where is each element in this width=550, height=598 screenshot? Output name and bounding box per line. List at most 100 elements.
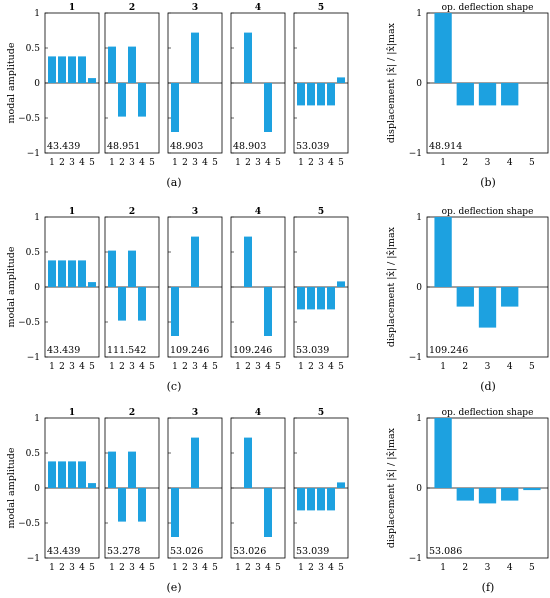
xtick-label-row1-mode3: 1 xyxy=(172,158,178,168)
ods-bar-row1-dof1 xyxy=(434,13,452,83)
bar-row2-mode1-dof3 xyxy=(68,260,76,287)
ytick-label-row1: 1 xyxy=(34,9,40,19)
xtick-label-row2-mode2: 4 xyxy=(139,362,145,372)
ods-bar-row2-dof2 xyxy=(456,287,474,307)
ods-xtick-label-row3: 2 xyxy=(462,563,468,573)
xtick-label-row3-mode2: 4 xyxy=(139,563,145,573)
ods-xtick-label-row1: 2 xyxy=(462,158,468,168)
xtick-label-row1-mode1: 4 xyxy=(79,158,85,168)
ods-xtick-label-row3: 5 xyxy=(529,563,535,573)
caption-row3: (e) xyxy=(166,581,181,594)
xtick-label-row3-mode2: 5 xyxy=(149,563,155,573)
bar-row1-mode5-dof3 xyxy=(317,83,325,106)
ods-ytick-label-row2: −1 xyxy=(409,353,422,363)
xtick-label-row3-mode1: 4 xyxy=(79,563,85,573)
ods-bar-row2-dof4 xyxy=(501,287,519,307)
xtick-label-row1-mode3: 4 xyxy=(202,158,208,168)
mode-title-row3-4: 4 xyxy=(255,408,261,418)
mode-title-row1-1: 1 xyxy=(69,3,75,13)
xtick-label-row3-mode2: 2 xyxy=(119,563,125,573)
xtick-label-row1-mode1: 2 xyxy=(59,158,65,168)
ods-ylabel-row3: displacement |x̂| / |x̂|max xyxy=(386,427,397,548)
ods-caption-row2: (d) xyxy=(480,380,496,393)
ods-xtick-label-row1: 4 xyxy=(507,158,513,168)
xtick-label-row2-mode4: 4 xyxy=(265,362,271,372)
xtick-label-row3-mode3: 2 xyxy=(182,563,188,573)
bar-row2-mode4-dof4 xyxy=(264,287,272,336)
xtick-label-row1-mode3: 2 xyxy=(182,158,188,168)
bar-row2-mode3-dof1 xyxy=(171,287,179,336)
mode-title-row2-4: 4 xyxy=(255,207,261,217)
ods-ylabel-row1: displacement |x̂| / |x̂|max xyxy=(386,22,397,143)
ylabel-row3: modal amplitude xyxy=(6,447,17,528)
bar-row1-mode5-dof4 xyxy=(327,83,335,106)
xtick-label-row1-mode5: 2 xyxy=(308,158,314,168)
xtick-label-row1-mode4: 4 xyxy=(265,158,271,168)
ods-bar-row2-dof3 xyxy=(478,287,497,328)
xtick-label-row2-mode5: 5 xyxy=(338,362,344,372)
ods-bar-row3-dof5 xyxy=(523,488,541,491)
ods-xtick-label-row1: 3 xyxy=(485,158,491,168)
bar-row1-mode3-dof1 xyxy=(171,83,179,132)
bar-row3-mode4-dof2 xyxy=(244,437,252,488)
bar-row2-mode2-dof4 xyxy=(138,287,146,321)
ods-bar-row1-dof3 xyxy=(478,83,497,106)
xtick-label-row1-mode3: 3 xyxy=(192,158,198,168)
bar-row2-mode5-dof5 xyxy=(337,281,345,287)
ods-frequency-label-row2: 109.246 xyxy=(429,345,468,356)
frequency-label-row2-mode2: 111.542 xyxy=(107,345,146,356)
bar-row3-mode1-dof1 xyxy=(48,461,56,488)
ods-frequency-label-row3: 53.086 xyxy=(429,546,462,557)
xtick-label-row2-mode4: 5 xyxy=(275,362,281,372)
xtick-label-row3-mode5: 5 xyxy=(338,563,344,573)
mode-title-row1-4: 4 xyxy=(255,3,261,13)
ods-ytick-label-row3: −1 xyxy=(409,554,422,564)
bar-row1-mode5-dof5 xyxy=(337,77,345,83)
bar-row3-mode5-dof4 xyxy=(327,488,335,511)
mode-title-row3-5: 5 xyxy=(318,408,324,418)
bar-row1-mode5-dof1 xyxy=(297,83,305,106)
ytick-label-row3: −0.5 xyxy=(18,519,40,529)
bar-row3-mode3-dof3 xyxy=(191,437,199,488)
bar-row2-mode5-dof1 xyxy=(297,287,305,310)
xtick-label-row3-mode3: 3 xyxy=(192,563,198,573)
ods-ytick-label-row1: 1 xyxy=(416,9,422,19)
ods-xtick-label-row2: 3 xyxy=(485,362,491,372)
xtick-label-row2-mode3: 4 xyxy=(202,362,208,372)
bar-row2-mode1-dof1 xyxy=(48,260,56,287)
bar-row2-mode2-dof2 xyxy=(118,287,126,321)
ytick-label-row2: 1 xyxy=(34,213,40,223)
frequency-label-row2-mode1: 43.439 xyxy=(47,345,80,356)
bar-row2-mode3-dof3 xyxy=(191,236,199,287)
bar-row1-mode1-dof1 xyxy=(48,56,56,83)
xtick-label-row1-mode4: 2 xyxy=(245,158,251,168)
bar-row1-mode1-dof5 xyxy=(88,78,96,83)
bar-row3-mode2-dof4 xyxy=(138,488,146,522)
xtick-label-row3-mode5: 2 xyxy=(308,563,314,573)
bar-row2-mode4-dof2 xyxy=(244,236,252,287)
mode-title-row3-2: 2 xyxy=(129,408,135,418)
bar-row1-mode1-dof2 xyxy=(58,56,66,83)
xtick-label-row1-mode1: 3 xyxy=(69,158,75,168)
frequency-label-row1-mode1: 43.439 xyxy=(47,141,80,152)
ytick-label-row3: −1 xyxy=(27,554,40,564)
bar-row3-mode4-dof4 xyxy=(264,488,272,537)
bar-row3-mode1-dof2 xyxy=(58,461,66,488)
ods-ytick-label-row3: 1 xyxy=(416,414,422,424)
xtick-label-row2-mode3: 1 xyxy=(172,362,178,372)
ods-ytick-label-row1: −1 xyxy=(409,149,422,159)
xtick-label-row3-mode2: 1 xyxy=(109,563,115,573)
xtick-label-row1-mode2: 3 xyxy=(129,158,135,168)
ods-bar-row3-dof4 xyxy=(501,488,519,501)
bar-row1-mode4-dof2 xyxy=(244,32,252,83)
xtick-label-row1-mode5: 3 xyxy=(318,158,324,168)
xtick-label-row2-mode2: 3 xyxy=(129,362,135,372)
ods-bar-row1-dof4 xyxy=(501,83,519,106)
bar-row2-mode1-dof5 xyxy=(88,282,96,287)
bar-row1-mode1-dof3 xyxy=(68,56,76,83)
ytick-label-row2: −1 xyxy=(27,353,40,363)
xtick-label-row3-mode5: 1 xyxy=(298,563,304,573)
ylabel-row1: modal amplitude xyxy=(6,42,17,123)
bar-row2-mode2-dof3 xyxy=(128,250,136,287)
xtick-label-row1-mode1: 1 xyxy=(49,158,55,168)
